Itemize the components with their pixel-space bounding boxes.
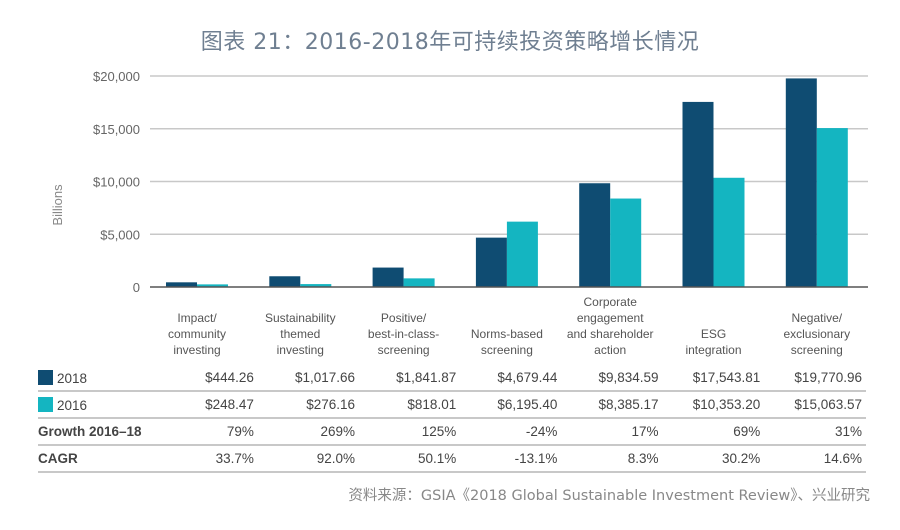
table-cell: 125% xyxy=(359,418,461,446)
table-cell: 69% xyxy=(662,418,765,446)
bar-2016-6 xyxy=(816,128,848,287)
legend-swatch xyxy=(38,369,53,385)
bar-2016-0 xyxy=(197,284,228,287)
table-cell: -24% xyxy=(460,418,562,446)
table-cell: $248.47 xyxy=(157,391,258,419)
x-tick-label: Sustainability themed investing xyxy=(264,311,336,357)
y-tick-label: $20,000 xyxy=(93,69,140,84)
table-cell: $818.01 xyxy=(359,391,461,419)
table-cell: -13.1% xyxy=(460,445,562,473)
bar-2016-3 xyxy=(506,221,538,287)
gridlines xyxy=(150,75,868,235)
y-axis-ticks: 0 $5,000 $10,000 $15,000 $20,000 xyxy=(93,69,140,295)
bar-2016-1 xyxy=(300,284,332,287)
table-cell: $15,063.57 xyxy=(764,391,866,419)
table-cell: $17,543.81 xyxy=(662,365,765,392)
bar-chart: 0 $5,000 $10,000 $15,000 $20,000 Billions xyxy=(50,69,868,295)
table-cell: 17% xyxy=(561,418,663,446)
row-label: Growth 2016–18 xyxy=(38,418,158,446)
table-cell: 33.7% xyxy=(157,445,258,473)
table-cell: $9,834.59 xyxy=(561,365,663,392)
legend-swatch xyxy=(38,396,53,412)
table-cell: $19,770.96 xyxy=(764,365,866,392)
table-cell: 50.1% xyxy=(359,445,461,473)
table-cell: $10,353.20 xyxy=(662,391,765,419)
row-label: CAGR xyxy=(38,445,158,473)
table-cell: $276.16 xyxy=(257,391,360,419)
table-cell: $6,195.40 xyxy=(460,391,562,419)
bar-2016-5 xyxy=(713,177,745,287)
y-tick-label: 0 xyxy=(133,280,140,295)
bars xyxy=(166,78,848,287)
y-tick-label: $10,000 xyxy=(93,175,140,190)
table-row: 2018 $444.26 $1,017.66 $1,841.87 $4,679.44 $9… xyxy=(38,365,866,392)
table-cell: 31% xyxy=(764,418,866,446)
table-row: Growth 2016–18 79% 269% 125% -24% 17% 69% 31% xyxy=(38,418,866,446)
table-cell: 92.0% xyxy=(257,445,360,473)
table-cell: 269% xyxy=(257,418,360,446)
bar-2018-3 xyxy=(475,237,507,287)
bar-2018-5 xyxy=(682,101,714,287)
bar-2018-1 xyxy=(269,276,301,287)
table-cell: $8,385.17 xyxy=(561,391,663,419)
table-cell: 8.3% xyxy=(561,445,663,473)
data-table: 2018 $444.26 $1,017.66 $1,841.87 $4,679.44 $9… xyxy=(38,365,866,473)
bar-2018-2 xyxy=(372,267,404,287)
x-tick-label: Impact/ community investing xyxy=(167,311,226,357)
chart-title: 图表 21：2016-2018年可持续投资策略增长情况 xyxy=(200,30,700,55)
x-tick-label: Negative/ exclusionary screening xyxy=(783,311,851,357)
bar-2016-4 xyxy=(610,198,642,287)
table-cell: 79% xyxy=(157,418,258,446)
table-cell: $444.26 xyxy=(157,365,258,392)
source-note: 资料来源：GSIA《2018 Global Sustainable Invest… xyxy=(348,488,870,504)
table-cell: 14.6% xyxy=(764,445,866,473)
table-row: CAGR 33.7% 92.0% 50.1% -13.1% 8.3% 30.2% 14.6% xyxy=(38,445,866,473)
bar-2018-0 xyxy=(166,282,197,287)
x-tick-label: Corporate engagement and shareholder act… xyxy=(566,295,654,357)
x-tick-label: Positive/ best-in-class- screening xyxy=(367,311,440,357)
row-label: 2016 xyxy=(38,391,158,419)
row-label: 2018 xyxy=(38,365,158,392)
x-tick-label: Norms-based screening xyxy=(470,327,543,357)
table-row: 2016 $248.47 $276.16 $818.01 $6,195.40 $8,385… xyxy=(38,391,866,419)
x-tick-label: ESG integration xyxy=(685,327,742,357)
bar-2018-4 xyxy=(579,183,611,287)
table-cell: $4,679.44 xyxy=(460,365,562,392)
table-cell: 30.2% xyxy=(662,445,765,473)
y-tick-label: $15,000 xyxy=(93,122,140,137)
table-cell: $1,841.87 xyxy=(359,365,461,392)
table-cell: $1,017.66 xyxy=(257,365,360,392)
bar-2018-6 xyxy=(785,78,817,287)
y-axis-label: Billions xyxy=(50,184,65,226)
bar-2016-2 xyxy=(403,278,435,287)
y-tick-label: $5,000 xyxy=(100,227,140,242)
